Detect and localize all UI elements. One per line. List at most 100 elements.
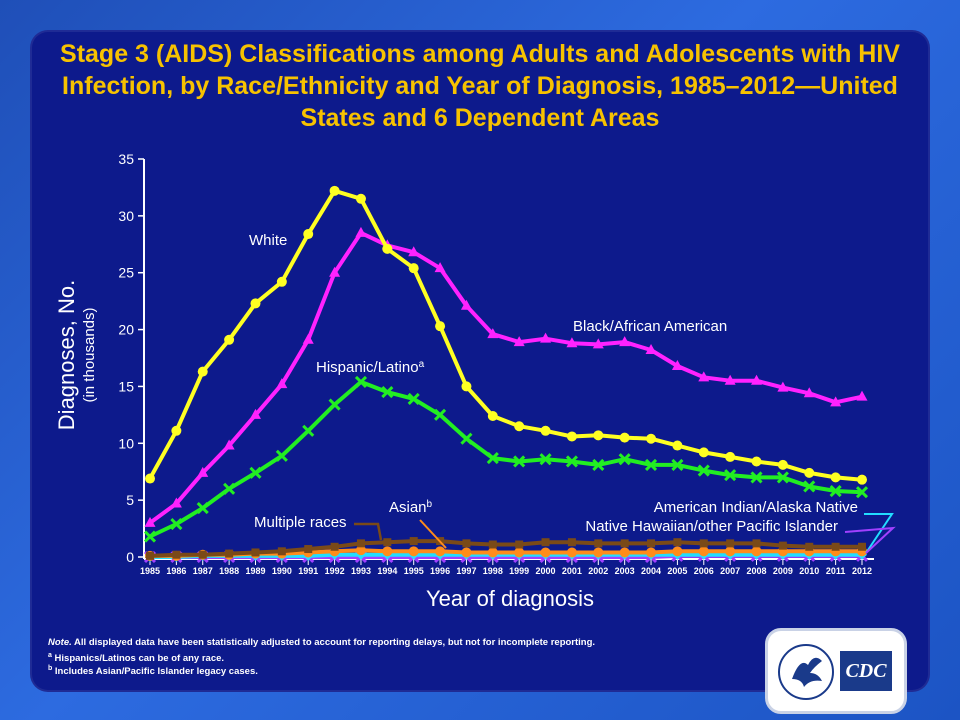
data-point-asian	[593, 547, 604, 558]
data-point-white	[593, 430, 604, 441]
data-point-multiple	[858, 542, 866, 551]
x-tick-label: 1999	[509, 566, 529, 576]
note-text-1: All displayed data have been statistical…	[74, 637, 596, 648]
data-point-white	[435, 321, 446, 332]
data-point-hispanic	[407, 392, 420, 405]
data-point-white	[224, 334, 235, 345]
x-tick-label: 1989	[245, 566, 265, 576]
data-point-multiple	[567, 538, 576, 547]
x-tick-label: 2005	[667, 566, 687, 576]
data-point-white	[355, 193, 366, 204]
note-sup-b: b	[48, 665, 53, 672]
data-point-asian	[382, 546, 393, 557]
data-point-asian	[566, 547, 577, 558]
data-point-hispanic	[275, 449, 288, 462]
data-point-asian	[646, 547, 657, 558]
data-point-multiple	[277, 547, 286, 556]
data-point-asian	[540, 547, 551, 558]
data-point-asian	[514, 547, 525, 558]
data-point-black	[249, 408, 261, 419]
x-tick-label: 1986	[166, 566, 186, 576]
data-point-white	[725, 451, 736, 462]
data-point-multiple	[515, 540, 524, 549]
data-point-hispanic	[249, 466, 262, 479]
note-sup-a: a	[48, 652, 52, 659]
data-point-white	[514, 421, 525, 432]
data-point-multiple	[488, 540, 497, 549]
series-line-black	[148, 230, 863, 525]
note-line-1: Note. All displayed data have been stati…	[48, 636, 595, 649]
data-point-black	[355, 226, 367, 237]
data-point-black	[276, 378, 288, 389]
x-tick-label: 2011	[826, 566, 846, 576]
x-tick-label: 1987	[193, 566, 213, 576]
data-point-black	[724, 374, 736, 385]
data-point-hispanic	[750, 471, 763, 484]
data-point-multiple	[409, 537, 418, 546]
data-point-white	[276, 276, 287, 287]
data-point-hispanic	[196, 502, 209, 515]
data-point-hispanic	[381, 386, 394, 399]
data-point-black	[302, 333, 314, 344]
data-point-black	[487, 328, 499, 339]
series-line-hispanic	[149, 379, 863, 539]
hhs-eagle-icon	[778, 644, 834, 700]
data-point-multiple	[620, 539, 629, 548]
data-point-multiple	[594, 539, 603, 548]
x-tick-label: 1994	[377, 566, 397, 576]
data-point-multiple	[330, 542, 339, 551]
series-label-aian: American Indian/Alaska Native	[654, 499, 858, 516]
leader-line-multiple	[354, 522, 383, 541]
data-point-black	[777, 381, 789, 392]
data-point-multiple	[198, 550, 207, 559]
data-point-hispanic	[302, 424, 315, 437]
data-point-white	[487, 410, 498, 421]
series-label-asian: Asianb	[389, 499, 433, 517]
data-point-white	[171, 425, 182, 436]
y-axis-title: Diagnoses, No.	[54, 280, 79, 430]
leader-line-aian	[864, 513, 894, 554]
data-point-asian	[751, 546, 762, 557]
data-point-asian	[672, 546, 683, 557]
x-tick-label: 1997	[456, 566, 476, 576]
series-label-white: White	[249, 232, 287, 249]
x-tick-label: 1998	[483, 566, 503, 576]
data-point-hispanic	[724, 469, 737, 482]
data-point-black	[671, 359, 683, 370]
data-point-hispanic	[223, 482, 236, 495]
x-tick-label: 1990	[272, 566, 292, 576]
data-point-hispanic	[829, 484, 842, 498]
data-point-white	[857, 474, 867, 485]
data-point-multiple	[225, 549, 234, 558]
y-tick-label: 25	[118, 265, 134, 281]
note-prefix: Note.	[48, 637, 72, 648]
data-point-hispanic	[170, 517, 183, 531]
data-point-white	[303, 229, 314, 240]
data-point-black	[434, 262, 446, 273]
x-tick-label: 2001	[562, 566, 582, 576]
y-tick-label: 0	[126, 549, 134, 565]
data-point-black	[197, 466, 209, 477]
data-point-hispanic	[460, 432, 473, 445]
data-point-hispanic	[143, 530, 157, 543]
data-point-hispanic	[354, 375, 368, 388]
x-tick-label: 1992	[325, 566, 345, 576]
data-point-multiple	[726, 539, 735, 548]
data-point-white	[804, 467, 815, 478]
data-point-asian	[487, 547, 498, 558]
series-line-aian	[150, 552, 862, 559]
x-tick-label: 1996	[430, 566, 450, 576]
x-tick-label: 2007	[720, 566, 740, 576]
series-label-sup-asian: b	[427, 499, 433, 510]
x-tick-label: 1988	[219, 566, 239, 576]
data-point-hispanic	[697, 464, 710, 477]
data-point-white	[751, 456, 762, 467]
data-point-hispanic	[592, 458, 605, 471]
series-label-multiple: Multiple races	[254, 514, 347, 531]
x-axis-title: Year of diagnosis	[426, 586, 594, 611]
data-point-white	[566, 431, 577, 442]
data-point-black	[460, 299, 472, 310]
series-label-hispanic: Hispanic/Latinoa	[316, 359, 425, 377]
data-point-black	[619, 336, 631, 347]
data-point-black	[408, 246, 420, 257]
